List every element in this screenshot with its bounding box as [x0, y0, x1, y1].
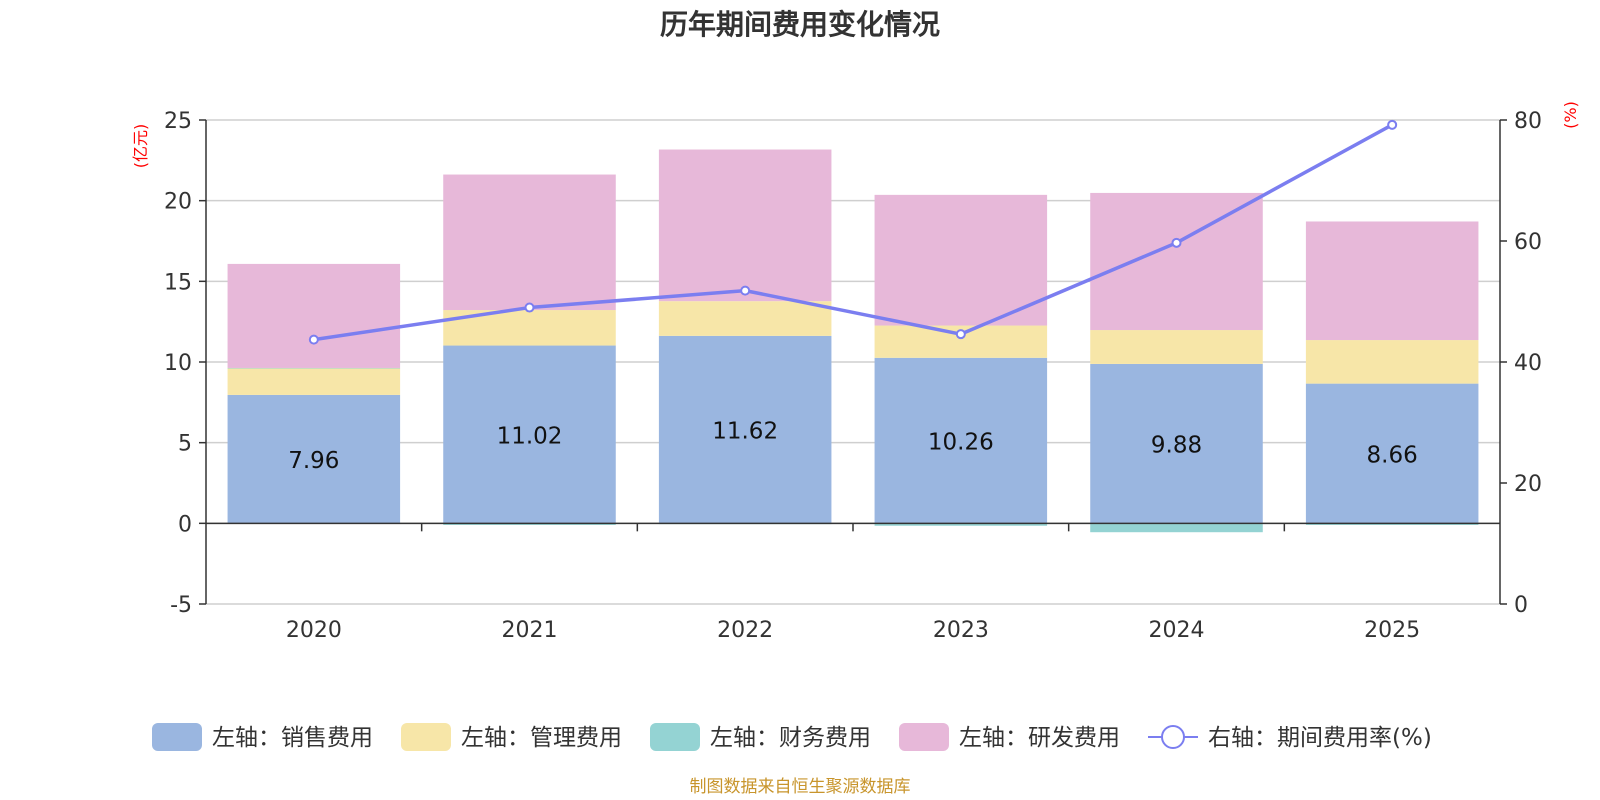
right-tick-label: 80: [1514, 109, 1542, 134]
left-tick-label: 5: [178, 432, 192, 457]
source-note: 制图数据来自恒生聚源数据库: [690, 777, 911, 797]
bar-segment: [1090, 523, 1263, 533]
right-axis-unit: (%): [1561, 101, 1580, 129]
legend-label: 右轴：期间费用率(%): [1208, 725, 1432, 751]
rate-line-layer: [308, 119, 1398, 345]
x-tick-label: 2023: [933, 618, 989, 643]
rate-point: [1387, 119, 1398, 130]
legend-item[interactable]: 右轴：期间费用率(%): [1148, 725, 1432, 751]
bar-segment: [227, 263, 401, 368]
right-tick-label: 0: [1514, 593, 1528, 618]
bar-data-label: 11.02: [497, 423, 563, 449]
rate-point: [524, 302, 535, 313]
bar-segment: [1305, 340, 1479, 384]
rate-point: [1171, 237, 1182, 248]
left-tick-label: -5: [170, 593, 192, 618]
x-tick-label: 2022: [717, 618, 773, 643]
rate-point: [955, 329, 966, 340]
bar-segment: [874, 523, 1048, 526]
x-tick-label: 2021: [502, 618, 558, 643]
x-tick-label: 2020: [286, 618, 342, 643]
bar-data-label: 8.66: [1367, 442, 1418, 468]
right-tick-label: 20: [1514, 472, 1542, 497]
bar-segment: [1305, 221, 1479, 341]
legend-item[interactable]: 左轴：研发费用: [899, 723, 1120, 751]
left-tick-label: 25: [164, 109, 192, 134]
legend-item[interactable]: 左轴：销售费用: [152, 723, 373, 751]
legend-label: 左轴：管理费用: [461, 725, 622, 751]
legend-label: 左轴：销售费用: [212, 725, 373, 751]
bar-labels-layer: 7.96 11.02 11.62 10.26 9.88 8.66: [288, 419, 1418, 475]
right-tick-label: 40: [1514, 351, 1542, 376]
x-tick-label: 2025: [1364, 618, 1420, 643]
left-tick-label: 20: [164, 190, 192, 215]
bar-segment: [658, 335, 832, 524]
legend: 左轴：销售费用 左轴：管理费用 左轴：财务费用 左轴：研发费用 右轴：期间费用率(%): [152, 723, 1432, 751]
bar-segment: [443, 174, 616, 311]
legend-swatch: [401, 723, 451, 751]
bar-data-label: 9.88: [1151, 433, 1202, 459]
legend-label: 左轴：财务费用: [710, 725, 871, 751]
rate-point: [308, 334, 319, 345]
left-tick-label: 0: [178, 512, 192, 537]
bar-segment: [443, 345, 616, 524]
x-tick-label: 2024: [1149, 618, 1205, 643]
left-axis-unit: (亿元): [131, 124, 150, 169]
bar-data-label: 7.96: [288, 448, 339, 474]
legend-item[interactable]: 左轴：管理费用: [401, 723, 622, 751]
rate-point: [740, 285, 751, 296]
legend-swatch: [650, 723, 700, 751]
rate-line: [313, 123, 1394, 342]
legend-item[interactable]: 左轴：财务费用: [650, 723, 871, 751]
bar-segment: [1090, 363, 1263, 524]
bar-segment: [227, 367, 401, 369]
bar-segment: [874, 194, 1048, 326]
bar-segment: [443, 523, 616, 525]
bar-segment: [1305, 383, 1479, 524]
chart-title: 历年期间费用变化情况: [660, 8, 940, 41]
left-tick-label: 10: [164, 351, 192, 376]
left-tick-label: 15: [164, 270, 192, 295]
legend-label: 左轴：研发费用: [959, 725, 1120, 751]
legend-marker: [1161, 725, 1185, 749]
bar-segment: [658, 149, 832, 302]
legend-swatch: [899, 723, 949, 751]
bar-segment: [874, 357, 1048, 524]
bar-data-label: 10.26: [928, 430, 994, 456]
right-tick-label: 60: [1514, 230, 1542, 255]
bar-segment: [1090, 330, 1263, 364]
bar-segment: [227, 394, 401, 524]
bar-segment: [1305, 523, 1479, 525]
bar-segment: [658, 301, 832, 336]
bar-segment: [1090, 192, 1263, 331]
bar-segment: [227, 368, 401, 395]
legend-swatch: [152, 723, 202, 751]
bars-layer: [227, 149, 1479, 533]
bar-data-label: 11.62: [712, 419, 778, 445]
